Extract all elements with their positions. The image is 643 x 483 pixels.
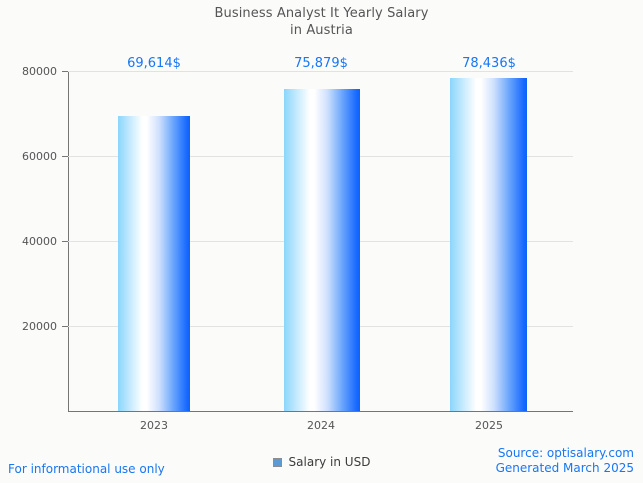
y-tick-label-20000: 20000 — [22, 320, 57, 333]
chart-legend: Salary in USD — [0, 455, 643, 469]
bar-2024[interactable] — [284, 89, 360, 411]
footer-disclaimer: For informational use only — [8, 462, 165, 476]
legend-swatch-salary-in-usd — [272, 457, 282, 467]
chart-title-line2: in Austria — [290, 23, 353, 38]
y-tick-mark-60000 — [62, 156, 68, 157]
bar-value-label-2024: 75,879$ — [294, 56, 348, 71]
bar-2025[interactable] — [450, 78, 527, 411]
y-tick-mark-40000 — [62, 241, 68, 242]
plot-area — [68, 71, 573, 411]
y-tick-mark-80000 — [62, 71, 68, 72]
y-tick-mark-20000 — [62, 326, 68, 327]
y-tick-label-60000: 60000 — [22, 150, 57, 163]
x-tick-label-2025: 2025 — [475, 419, 503, 432]
bar-value-label-2025: 78,436$ — [462, 56, 516, 71]
bar-value-label-2023: 69,614$ — [127, 56, 181, 71]
footer-source: Source: optisalary.com — [497, 446, 634, 460]
y-tick-label-40000: 40000 — [22, 235, 57, 248]
x-tick-label-2023: 2023 — [140, 419, 168, 432]
legend-label-salary-in-usd: Salary in USD — [288, 455, 371, 469]
y-tick-label-80000: 80000 — [22, 65, 57, 78]
x-tick-label-2024: 2024 — [307, 419, 335, 432]
x-axis-line — [68, 411, 573, 412]
gridline-80000 — [68, 71, 573, 72]
bar-2023[interactable] — [118, 116, 190, 411]
footer-source-block: Source: optisalary.com Generated March 2… — [496, 446, 634, 476]
chart-title-line1: Business Analyst It Yearly Salary — [214, 6, 429, 21]
footer-generated: Generated March 2025 — [495, 461, 634, 475]
chart-title: Business Analyst It Yearly Salary in Aus… — [0, 5, 643, 39]
